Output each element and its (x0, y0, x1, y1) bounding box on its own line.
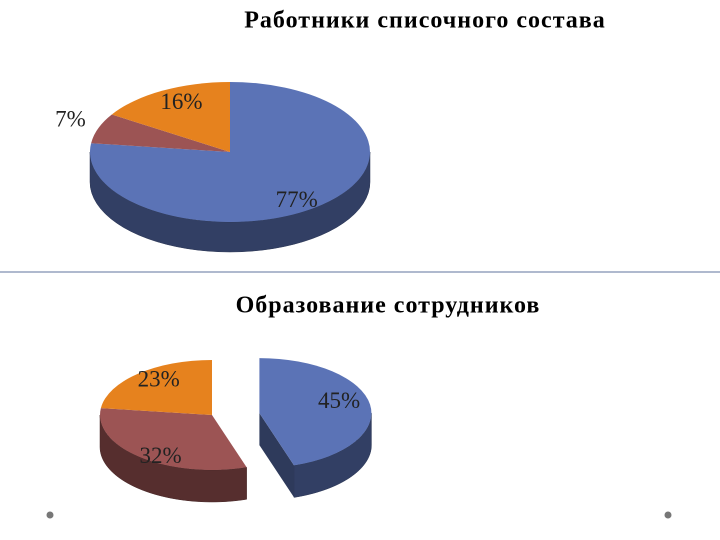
slice-top (259, 358, 372, 466)
chart-title: Работники списочного состава (244, 8, 605, 34)
slice-top (100, 408, 247, 471)
data-label: 45% (318, 388, 360, 413)
slice (100, 360, 212, 415)
bullet-dot (664, 511, 672, 519)
slice-top (91, 114, 230, 152)
data-label: 23% (138, 367, 180, 392)
slice (259, 358, 372, 498)
bullet-dot (46, 511, 54, 519)
data-label: 7% (55, 107, 86, 132)
slice-top (89, 82, 371, 222)
slice (99, 408, 247, 503)
slice-top (111, 82, 230, 152)
slice (89, 82, 371, 253)
slice-cut (259, 413, 295, 498)
slice (91, 114, 230, 152)
slice-top (100, 360, 212, 415)
slice (111, 82, 230, 152)
data-label: 77% (276, 187, 318, 212)
chart-title: Образование сотрудников (236, 293, 541, 319)
data-label: 32% (140, 443, 182, 468)
data-label: 16% (160, 89, 202, 114)
